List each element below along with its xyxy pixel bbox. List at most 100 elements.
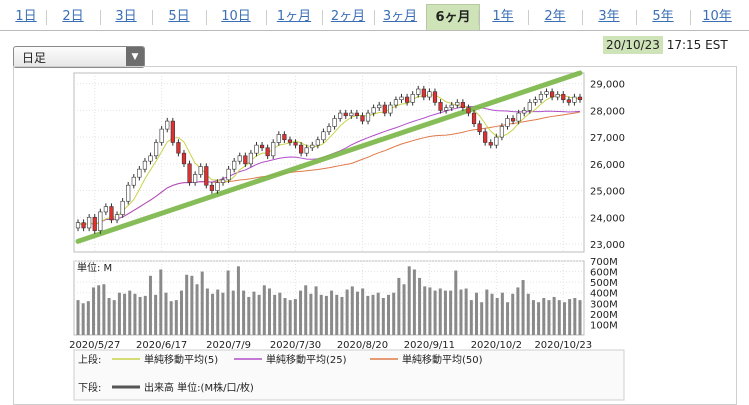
tab-separator [152,10,153,25]
volume-tick-label: 200M [590,310,618,321]
volume-bar [552,296,556,335]
volume-bar [283,298,287,335]
tab-8[interactable]: 3ヶ月 [382,9,418,24]
volume-bar [428,287,432,335]
timestamp-time: 17:15 EST [666,38,728,52]
volume-bar [423,286,427,335]
candle [142,160,148,170]
volume-bar [490,293,494,335]
volume-bar [262,285,266,335]
volume-bar [216,289,220,335]
candle [538,94,544,101]
candle [360,115,365,122]
candle [338,112,343,119]
volume-bar [76,300,80,335]
candle [494,136,499,146]
volume-tick-label: 500M [590,278,618,289]
candle [427,91,432,98]
volume-bar [205,288,209,335]
tab-2[interactable]: 2日 [62,9,84,24]
candle [254,144,259,154]
candle [510,118,516,122]
tab-12[interactable]: 3年 [598,9,620,24]
tab-separator [100,10,101,25]
tab-11[interactable]: 2年 [544,9,566,24]
volume-bar [180,290,184,335]
volume-bar [288,300,292,335]
tab-5[interactable]: 10日 [221,9,251,24]
x-tick-label: 2020/9/11 [404,340,455,351]
candle [477,123,482,133]
period-select[interactable]: 日足 ▼ [13,46,145,68]
volume-bar [148,275,152,335]
volume-bar [345,289,349,335]
candle [204,166,209,186]
candle [550,91,555,98]
candle [126,184,131,202]
candle [544,91,549,95]
volume-tick-label: 600M [590,268,618,279]
volume-bar [392,292,396,335]
volume-bar [500,292,504,335]
volume-bar [495,298,499,335]
tab-10[interactable]: 1年 [492,9,514,24]
x-tick-label: 2020/5/27 [69,340,120,351]
tab-separator [322,10,323,25]
volume-bar [511,293,515,335]
tab-separator [528,10,529,25]
volume-bar [485,289,489,335]
price-tick-label: 28,000 [590,106,625,117]
candle [220,179,226,183]
tab-13[interactable]: 5年 [652,9,674,24]
tab-6[interactable]: 1ヶ月 [276,9,312,24]
tab-separator [206,10,207,25]
volume-bar [231,290,235,335]
tab-7[interactable]: 2ヶ月 [330,9,366,24]
volume-bar [387,294,391,335]
candle [159,128,164,143]
volume-bar [299,290,303,335]
candle [315,139,320,146]
candle [522,110,527,114]
candle [354,112,359,117]
candle [259,144,265,149]
candle [310,144,315,149]
volume-bar [242,290,246,335]
volume-bar [407,266,411,335]
candle [193,174,198,183]
chevron-down-icon: ▼ [126,47,144,67]
volume-bar [340,296,344,335]
candle [466,107,471,114]
x-tick-label: 2020/7/9 [206,340,251,351]
tab-3[interactable]: 3日 [115,9,137,24]
volume-bar [133,293,137,335]
candle [237,155,242,162]
x-tick-label: 2020/10/23 [534,340,592,351]
volume-bar [537,302,541,335]
tab-1[interactable]: 1日 [15,9,37,24]
price-chart: 29,000 28,000 27,000 26,000 25,000 24,000 23,0… [69,70,625,401]
volume-bar [257,294,261,335]
candle [109,206,114,221]
tab-separator [46,10,47,25]
tab-9[interactable]: 6ヶ月 [426,4,480,30]
candle [215,182,220,191]
volume-bar [81,303,85,335]
volume-bar [402,284,406,335]
volume-tick-label: 700M [590,257,618,268]
candle [287,139,293,143]
tab-14[interactable]: 10年 [702,9,732,24]
candle [243,155,248,165]
x-tick-label: 2020/6/17 [136,340,187,351]
volume-bar [97,285,101,335]
volume-bar [236,266,240,335]
tab-4[interactable]: 5日 [168,9,190,24]
price-tick-label: 27,000 [590,133,625,144]
tab-separator [266,10,267,25]
volume-bar [123,293,127,335]
candle [131,176,136,186]
volume-bar [273,294,277,335]
volume-unit-label: 単位: M [77,261,112,274]
candle [114,214,120,221]
candle [533,99,538,103]
